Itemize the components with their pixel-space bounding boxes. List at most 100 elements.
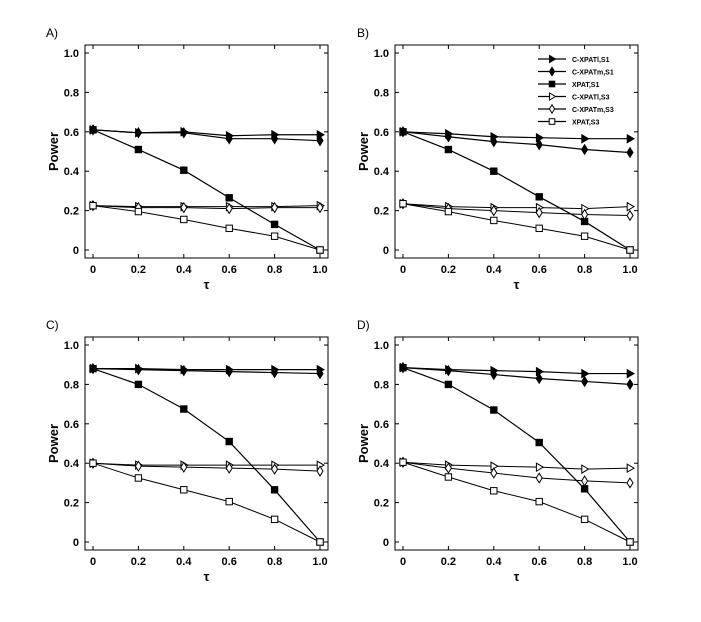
data-point: [490, 467, 498, 479]
y-tick-label: 1.0: [374, 340, 389, 352]
x-axis-ticks: 0 0.2 0.4 0.6 0.8 1.0: [90, 337, 328, 568]
series-C-XPATl,S1: [399, 362, 635, 379]
y-tick-label: 1.0: [374, 48, 389, 60]
data-point: [271, 201, 279, 214]
data-point: [134, 380, 143, 389]
x-axis-label: τ: [204, 569, 210, 584]
series-C-XPATl,S3: [399, 198, 635, 214]
data-point: [399, 458, 407, 466]
y-tick-label: 0: [73, 245, 79, 257]
data-point: [444, 462, 452, 474]
y-tick-label: 0.6: [64, 419, 79, 431]
data-point: [180, 166, 188, 174]
series-XPAT,S3: [89, 459, 324, 546]
y-tick-label: 0.8: [64, 87, 79, 99]
data-point: [225, 224, 233, 233]
data-point: [134, 460, 142, 472]
series-C-XPATl,S3: [89, 200, 325, 212]
data-point: [535, 462, 545, 473]
y-axis-label: Power: [46, 132, 61, 171]
x-tick-label: 0.4: [176, 556, 192, 568]
y-tick-label: 0.2: [374, 206, 389, 218]
panel-label: D): [357, 318, 370, 332]
series-line: [402, 367, 631, 543]
series-line: [92, 462, 320, 466]
data-point: [580, 515, 589, 524]
data-point: [134, 145, 143, 154]
data-point: [89, 459, 97, 467]
x-axis-label: τ: [204, 277, 210, 292]
legend-marker: [548, 103, 556, 115]
x-axis-label: τ: [514, 569, 520, 584]
data-point: [535, 372, 543, 385]
x-tick-label: 0.6: [222, 556, 237, 568]
data-point: [626, 538, 634, 546]
chart-panel-2: B) 0 0.2 0.4 0.6 0.8 1.0 0 0.2 0.4 0.6 0.8 1.0 τ Power…: [356, 26, 639, 292]
data-point: [316, 538, 324, 546]
y-tick-label: 1.0: [64, 340, 79, 352]
y-tick-label: 0.2: [64, 498, 79, 510]
data-point: [316, 134, 324, 147]
data-point: [225, 194, 233, 202]
legend-label: XPAT,S1: [572, 82, 599, 89]
legend-item: XPAT,S3: [538, 118, 599, 127]
x-tick-label: 1.0: [622, 556, 637, 568]
data-point: [581, 464, 590, 474]
series-line: [92, 368, 321, 375]
data-point: [444, 130, 452, 143]
series-C-XPATm,S3: [89, 199, 324, 215]
x-tick-label: 0.8: [577, 264, 592, 276]
series-line: [402, 367, 631, 385]
data-point: [490, 487, 498, 495]
data-point: [271, 132, 279, 145]
series-line: [92, 205, 321, 251]
plot-frame: [394, 336, 639, 551]
y-tick-label: 0.6: [374, 127, 389, 139]
data-point: [399, 363, 407, 372]
y-tick-label: 0.4: [374, 458, 390, 470]
y-tick-label: 0.2: [374, 498, 389, 510]
data-point: [180, 127, 188, 139]
panel-label: A): [46, 26, 58, 40]
data-point: [535, 224, 543, 233]
y-tick-label: 0.2: [64, 206, 79, 218]
data-point: [535, 132, 545, 143]
y-tick-label: 0: [73, 537, 79, 549]
data-point: [626, 378, 634, 391]
x-tick-label: 0.2: [131, 264, 146, 276]
series-line: [92, 129, 320, 137]
legend-item: C-XPATl,S1: [538, 54, 610, 64]
data-point: [225, 132, 233, 145]
x-tick-label: 0.8: [267, 556, 282, 568]
x-tick-label: 0.6: [532, 556, 547, 568]
x-tick-label: 0: [90, 264, 96, 276]
y-tick-label: 0.8: [374, 87, 389, 99]
series-C-XPATm,S3: [89, 457, 324, 477]
data-point: [180, 486, 188, 494]
data-point: [490, 368, 498, 381]
data-point: [444, 380, 453, 389]
series-line: [402, 203, 631, 210]
y-axis-ticks: 0 0.2 0.4 0.6 0.8 1.0: [374, 340, 638, 549]
data-point: [444, 207, 453, 216]
panel-label: C): [46, 318, 59, 332]
legend-marker: [549, 54, 557, 64]
legend-label: C-XPATl,S1: [572, 57, 610, 64]
series-line: [402, 461, 631, 484]
data-point: [225, 462, 233, 474]
data-point: [89, 126, 97, 134]
series-line: [402, 461, 631, 543]
x-tick-label: 0.2: [441, 556, 456, 568]
series-XPAT,S1: [89, 364, 324, 546]
data-point: [535, 497, 543, 506]
x-tick-label: 0.8: [577, 556, 592, 568]
data-point: [134, 474, 143, 482]
data-point: [444, 145, 453, 154]
series-C-XPATm,S1: [399, 361, 634, 391]
x-axis-ticks: 0 0.2 0.4 0.6 0.8 1.0: [90, 45, 328, 276]
plot-frame: [84, 336, 329, 551]
series-line: [402, 131, 631, 251]
legend-item: XPAT,S1: [538, 80, 599, 89]
